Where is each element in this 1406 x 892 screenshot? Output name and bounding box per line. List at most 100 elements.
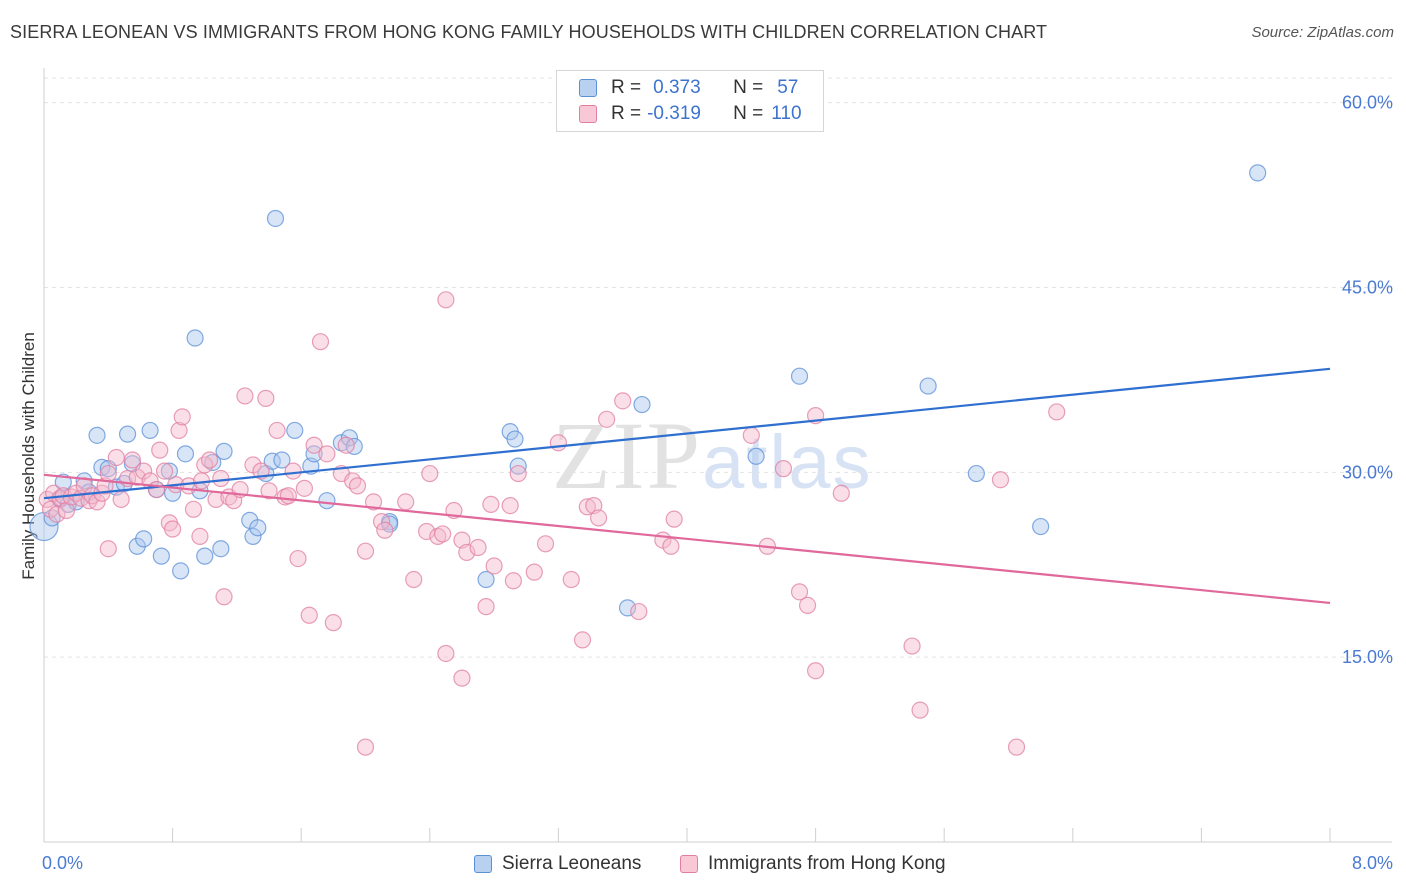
point-sierra-leonean (215, 442, 233, 460)
watermark: ZIPatlas (552, 400, 873, 511)
point-hong-kong (279, 487, 297, 505)
point-hong-kong (196, 456, 214, 474)
point-hong-kong (48, 505, 66, 523)
point-hong-kong (482, 495, 500, 513)
point-hong-kong (337, 436, 355, 454)
watermark-atlas: atlas (702, 420, 873, 505)
stats-legend: R = 0.373 N = 57 R = -0.319 N = 110 (556, 70, 824, 132)
point-hong-kong (504, 572, 522, 590)
point-hong-kong (509, 464, 527, 483)
point-hong-kong (806, 662, 825, 680)
legend-series2-name: Immigrants from Hong Kong (708, 853, 946, 874)
point-hong-kong (128, 468, 146, 486)
x-tick-label: 8.0% (1352, 853, 1393, 873)
legend-n-value: 110 (771, 103, 802, 124)
point-hong-kong (903, 637, 921, 655)
point-hong-kong (215, 588, 233, 606)
legend-swatch-blue (579, 79, 597, 97)
bottom-legend-series2: Immigrants from Hong Kong (680, 852, 946, 876)
point-hong-kong (284, 462, 302, 480)
y-axis-label: Family Households with Children (19, 332, 38, 580)
point-hong-kong (421, 464, 439, 483)
point-hong-kong (798, 596, 817, 615)
point-hong-kong (344, 472, 362, 490)
trendline-hong-kong (43, 473, 1331, 605)
point-hong-kong (300, 606, 318, 624)
point-sierra-leonean (249, 519, 267, 537)
point-hong-kong (376, 521, 394, 539)
point-sierra-leonean (790, 367, 809, 385)
legend-r-label: R = (611, 77, 642, 98)
point-hong-kong (477, 598, 495, 616)
point-sierra-leonean (332, 434, 350, 452)
point-hong-kong (774, 460, 793, 478)
y-tick-label: 30.0% (1342, 462, 1393, 482)
point-sierra-leonean (1032, 517, 1050, 536)
point-sierra-leonean (273, 451, 291, 469)
point-sierra-leonean (967, 464, 985, 483)
point-hong-kong (268, 421, 286, 440)
point-hong-kong (578, 498, 596, 516)
point-hong-kong (305, 436, 323, 454)
point-hong-kong (164, 520, 182, 538)
point-sierra-leonean (633, 395, 651, 414)
y-tick-label: 45.0% (1342, 277, 1393, 297)
point-sierra-leonean (618, 599, 637, 617)
legend-row-series2: R = -0.319 N = 110 (579, 102, 802, 126)
legend-row-series1: R = 0.373 N = 57 (579, 76, 798, 100)
point-hong-kong (437, 644, 455, 663)
point-sierra-leonean (176, 445, 195, 463)
point-hong-kong (112, 490, 130, 509)
y-tick-label: 15.0% (1342, 647, 1393, 667)
point-hong-kong (147, 480, 166, 499)
legend-series1-name: Sierra Leoneans (502, 853, 642, 874)
y-tick-label: 60.0% (1342, 93, 1393, 113)
point-hong-kong (348, 477, 367, 495)
legend-swatch-pink (579, 105, 597, 123)
point-hong-kong (573, 631, 592, 649)
legend-n-label: N = (733, 77, 764, 98)
point-hong-kong (364, 493, 383, 511)
point-hong-kong (212, 469, 230, 488)
point-hong-kong (453, 669, 471, 687)
point-sierra-leonean (266, 209, 285, 228)
point-hong-kong (429, 527, 447, 546)
point-sierra-leonean (212, 540, 230, 558)
point-sierra-leonean (1249, 164, 1267, 182)
point-hong-kong (991, 471, 1010, 489)
point-hong-kong (173, 408, 191, 426)
point-sierra-leonean (509, 457, 527, 475)
legend-swatch-blue (474, 855, 492, 873)
point-hong-kong (184, 500, 203, 518)
point-hong-kong (665, 510, 683, 528)
point-hong-kong (38, 490, 56, 509)
point-hong-kong (614, 392, 632, 410)
point-sierra-leonean (93, 458, 111, 476)
point-hong-kong (155, 462, 174, 480)
point-hong-kong (99, 464, 117, 483)
point-hong-kong (107, 448, 125, 467)
point-hong-kong (324, 614, 342, 632)
point-sierra-leonean (118, 425, 137, 443)
point-hong-kong (911, 701, 929, 719)
legend-r-value: -0.319 (647, 103, 701, 124)
point-sierra-leonean (135, 530, 153, 548)
point-hong-kong (1048, 403, 1066, 421)
point-hong-kong (170, 421, 188, 440)
point-hong-kong (469, 538, 487, 557)
point-hong-kong (742, 426, 760, 444)
chart-title: SIERRA LEONEAN VS IMMIGRANTS FROM HONG K… (10, 22, 1048, 42)
point-hong-kong (311, 333, 330, 351)
point-hong-kong (536, 535, 555, 553)
point-hong-kong (1007, 738, 1026, 756)
point-hong-kong (318, 445, 336, 463)
point-hong-kong (405, 570, 423, 589)
point-hong-kong (437, 291, 455, 309)
point-hong-kong (123, 451, 142, 469)
point-hong-kong (135, 462, 153, 480)
source-label: Source: ZipAtlas.com (1251, 24, 1394, 41)
point-hong-kong (257, 389, 275, 407)
point-sierra-leonean (244, 527, 262, 546)
point-sierra-leonean (88, 426, 106, 444)
legend-n-value: 57 (777, 77, 799, 98)
